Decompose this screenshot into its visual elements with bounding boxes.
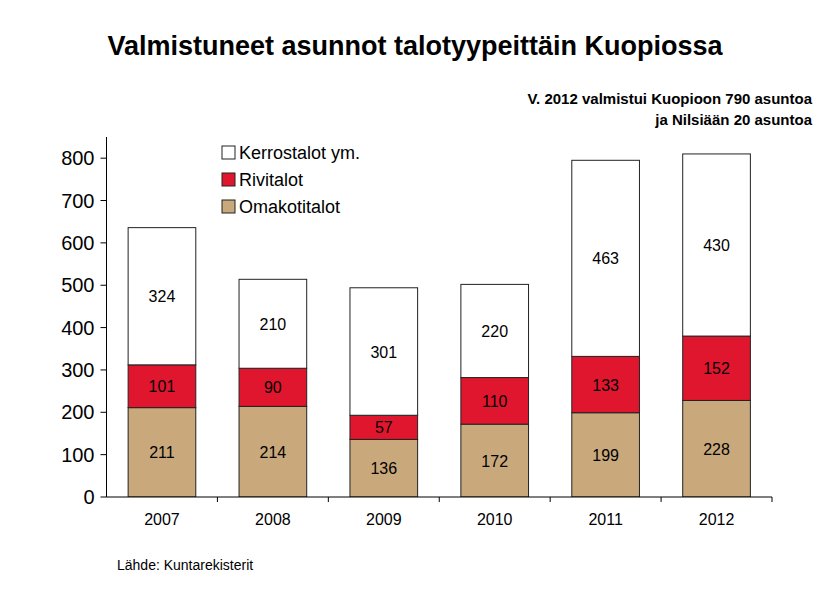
data-label: 430 [703,237,730,254]
bar-segment [239,406,307,497]
x-tick-label: 2012 [699,511,735,528]
source: Lähde: Kuntarekisterit [117,557,253,573]
y-tick [101,158,107,159]
data-label: 301 [370,344,397,361]
x-tick-label: 2007 [144,511,180,528]
bar-segment [128,408,196,497]
bar-segment [239,279,307,368]
y-tick [101,412,107,413]
data-label: 214 [260,444,287,461]
x-tick [217,497,218,502]
x-tick [439,497,440,502]
y-tick-label: 800 [61,147,94,169]
bar-segment [239,368,307,406]
x-tick [772,497,773,502]
y-tick-label: 100 [61,444,94,466]
legend-swatch [222,200,235,213]
data-label: 210 [260,316,287,333]
y-tick-label: 0 [83,486,94,508]
legend-label: Rivitalot [239,170,303,190]
annotation: ja Nilsiään 20 asuntoa [654,111,812,128]
bar-segment [350,288,418,415]
bars [128,154,750,497]
data-label: 463 [592,250,619,267]
data-label: 136 [370,460,397,477]
legend-label: Omakotitalot [239,197,340,217]
data-label: 110 [482,393,508,410]
legend-swatch [222,146,235,159]
y-tick-label: 500 [61,274,94,296]
y-tick [101,200,107,201]
legend-swatch [222,173,235,186]
bar-segment [128,228,196,365]
x-tick-label: 2009 [366,511,402,528]
y-tick [101,285,107,286]
bar-segment [461,284,529,377]
data-label: 211 [149,444,175,461]
data-label: 90 [264,379,282,396]
bar-segment [128,365,196,408]
x-tick [661,497,662,502]
x-tick-label: 2008 [255,511,291,528]
bar-segment [461,378,529,425]
bar-segment [350,439,418,497]
y-tick [101,369,107,370]
y-tick-label: 200 [61,401,94,423]
x-tick [550,497,551,502]
y-axis [106,137,107,497]
y-tick [101,242,107,243]
title: Valmistuneet asunnot talotyypeittäin Kuo… [107,31,723,61]
data-label: 220 [481,323,508,340]
x-tick-label: 2010 [477,511,513,528]
y-tick [101,454,107,455]
bar-segment [461,424,529,497]
y-tick-label: 400 [61,317,94,339]
x-tick-label: 2011 [588,511,623,528]
bar-segment [572,356,640,412]
bar-segment [572,413,640,497]
data-label: 172 [481,453,508,470]
y-tick-label: 600 [61,232,94,254]
bar-segment [572,160,640,356]
x-tick [328,497,329,502]
annotation: V. 2012 valmistui Kuopioon 790 asuntoa [527,90,812,107]
legend: Kerrostalot ym. Rivitalot Omakotitalot [222,143,360,217]
data-label: 57 [375,419,393,436]
y-tick [101,327,107,328]
data-label: 228 [703,441,730,458]
data-label: 199 [592,447,619,464]
data-label: 133 [592,377,619,394]
y-tick-label: 300 [61,359,94,381]
bar-segment [683,400,751,497]
y-tick [101,497,107,498]
legend-label: Kerrostalot ym. [239,143,360,163]
bar-segment [683,154,751,336]
data-label: 324 [149,288,176,305]
bar-segment [683,336,751,400]
bar-segment [350,415,418,439]
data-label: 101 [149,378,176,395]
data-label: 152 [703,360,730,377]
chart: Valmistuneet asunnot talotyypeittäin Kuo… [0,0,830,592]
y-tick-label: 700 [61,190,94,212]
